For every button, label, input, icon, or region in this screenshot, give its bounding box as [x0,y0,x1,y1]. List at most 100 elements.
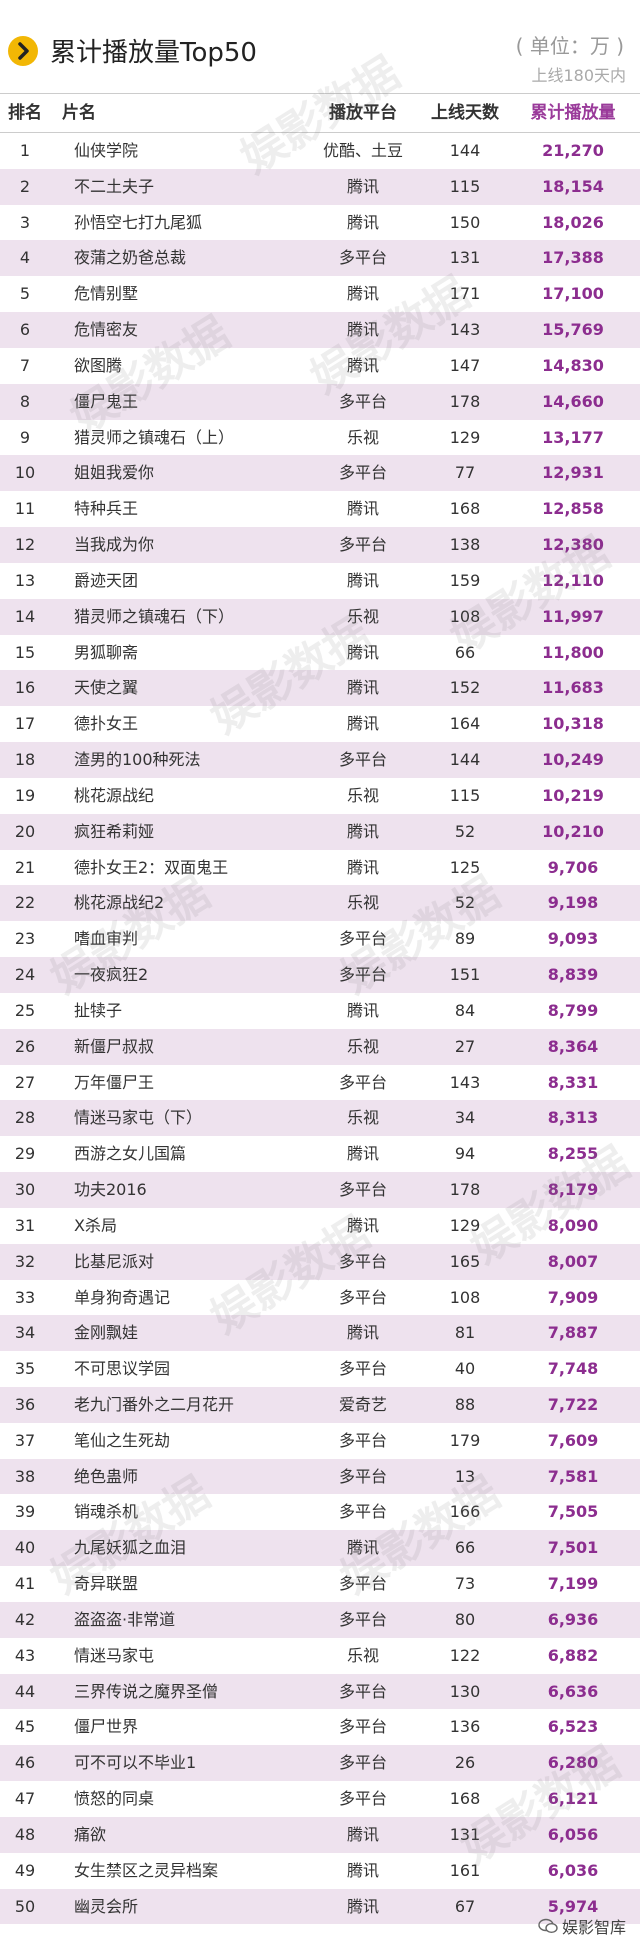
row-rank: 29 [14,1144,36,1164]
row-platform: 多平台 [338,1681,387,1701]
wechat-icon [538,1918,558,1934]
row-platform: 乐视 [346,1036,379,1056]
row-platform: 腾讯 [346,714,379,734]
row-days: 129 [449,427,481,447]
row-days: 80 [454,1609,476,1629]
row-platform: 多平台 [338,750,387,770]
row-name: 不二土夫子 [74,176,155,196]
row-days: 81 [454,1323,476,1343]
row-name: 痛欲 [74,1824,107,1844]
row-days: 179 [449,1430,481,1450]
table-row: 24 一夜疯狂2 多平台 151 8,839 [0,957,640,993]
row-plays: 21,270 [542,141,604,160]
table-row: 25 扯犊子 腾讯 84 8,799 [0,993,640,1029]
row-name: X杀局 [74,1215,117,1235]
table-row: 22 桃花源战纪2 乐视 52 9,198 [0,885,640,922]
table-row: 41 奇异联盟 多平台 73 7,199 [0,1566,640,1602]
row-rank: 4 [19,248,31,268]
row-plays: 6,280 [547,1753,599,1773]
row-platform: 多平台 [338,1609,387,1629]
row-platform: 多平台 [338,1574,387,1594]
row-plays: 7,581 [547,1466,599,1486]
row-platform: 腾讯 [346,1538,379,1558]
row-days: 66 [454,1538,476,1558]
row-name: 笔仙之生死劫 [74,1430,171,1450]
footer-brand-text: 娱影智库 [561,1918,626,1937]
row-name: 男狐聊斋 [74,642,139,662]
row-name: 特种兵王 [74,499,139,519]
row-days: 108 [449,1287,481,1307]
row-plays: 12,110 [542,570,604,590]
row-platform: 优酷、土豆 [322,141,403,160]
table-row: 10 姐姐我爱你 多平台 77 12,931 [0,455,640,492]
row-rank: 46 [14,1753,36,1773]
row-days: 165 [449,1251,481,1271]
row-platform: 乐视 [346,606,379,626]
row-plays: 8,007 [547,1251,599,1271]
row-days: 131 [449,1824,481,1844]
row-days: 178 [449,391,481,411]
row-name: 新僵尸叔叔 [74,1036,155,1056]
row-plays: 7,609 [547,1430,599,1450]
table-row: 12 当我成为你 多平台 138 12,380 [0,527,640,563]
row-days: 136 [449,1717,481,1737]
row-plays: 8,313 [547,1108,599,1128]
row-name: 扯犊子 [74,1000,123,1020]
row-plays: 12,931 [542,463,604,483]
row-platform: 腾讯 [346,857,379,877]
footer-brand: 娱影智库 [538,1914,626,1938]
row-plays: 7,501 [547,1538,599,1558]
row-days: 130 [449,1681,481,1701]
row-name: 当我成为你 [74,535,155,555]
row-platform: 腾讯 [346,355,379,375]
ranking-table: 排名 片名 播放平台 上线天数 累计播放量 1 仙侠学院 优酷、土豆 144 21,27… [0,93,640,1925]
row-platform: 腾讯 [346,1144,379,1164]
row-name: 僵尸鬼王 [74,391,139,411]
table-row: 50 幽灵会所 腾讯 67 5,974 [0,1888,640,1925]
row-plays: 7,505 [547,1502,599,1522]
row-days: 88 [454,1394,476,1414]
table-row: 6 危情密友 腾讯 143 15,769 [0,312,640,348]
row-name: 欲图腾 [74,355,123,375]
row-days: 178 [449,1180,481,1200]
row-plays: 15,769 [542,320,604,340]
table-row: 19 桃花源战纪 乐视 115 10,219 [0,778,640,814]
row-rank: 15 [14,642,36,662]
row-platform: 多平台 [338,1789,387,1809]
table-row: 28 情迷马家屯（下） 乐视 34 8,313 [0,1100,640,1137]
row-plays: 8,255 [547,1144,599,1164]
row-days: 122 [449,1645,481,1665]
table-row: 29 西游之女儿国篇 腾讯 94 8,255 [0,1136,640,1172]
row-rank: 14 [14,606,36,626]
row-plays: 5,974 [547,1896,599,1916]
row-days: 94 [454,1144,476,1164]
row-rank: 5 [19,284,31,304]
table-row: 48 痛欲 腾讯 131 6,056 [0,1816,640,1853]
row-name: 僵尸世界 [74,1717,139,1737]
table-row: 26 新僵尸叔叔 乐视 27 8,364 [0,1028,640,1065]
row-plays: 8,364 [547,1036,599,1056]
row-platform: 乐视 [346,427,379,447]
row-days: 164 [449,714,481,734]
row-days: 84 [454,1000,476,1020]
row-rank: 26 [14,1036,36,1056]
row-name: 功夫2016 [74,1180,147,1200]
row-platform: 腾讯 [346,284,379,304]
row-days: 73 [454,1574,476,1594]
row-rank: 48 [14,1824,36,1844]
row-days: 26 [454,1753,476,1773]
row-plays: 14,660 [542,391,604,411]
row-rank: 25 [14,1000,36,1020]
row-plays: 11,800 [542,642,604,662]
row-rank: 21 [14,857,36,877]
chevron-right-icon [8,36,38,66]
row-name: 女生禁区之灵异档案 [74,1860,219,1880]
row-plays: 6,523 [547,1717,599,1737]
row-platform: 腾讯 [346,499,379,519]
table-row: 18 渣男的100种死法 多平台 144 10,249 [0,742,640,778]
row-plays: 9,198 [547,893,599,913]
row-rank: 1 [19,141,31,160]
page-title: 累计播放量Top50 [50,38,257,68]
row-platform: 乐视 [346,1645,379,1665]
row-rank: 43 [14,1645,36,1665]
